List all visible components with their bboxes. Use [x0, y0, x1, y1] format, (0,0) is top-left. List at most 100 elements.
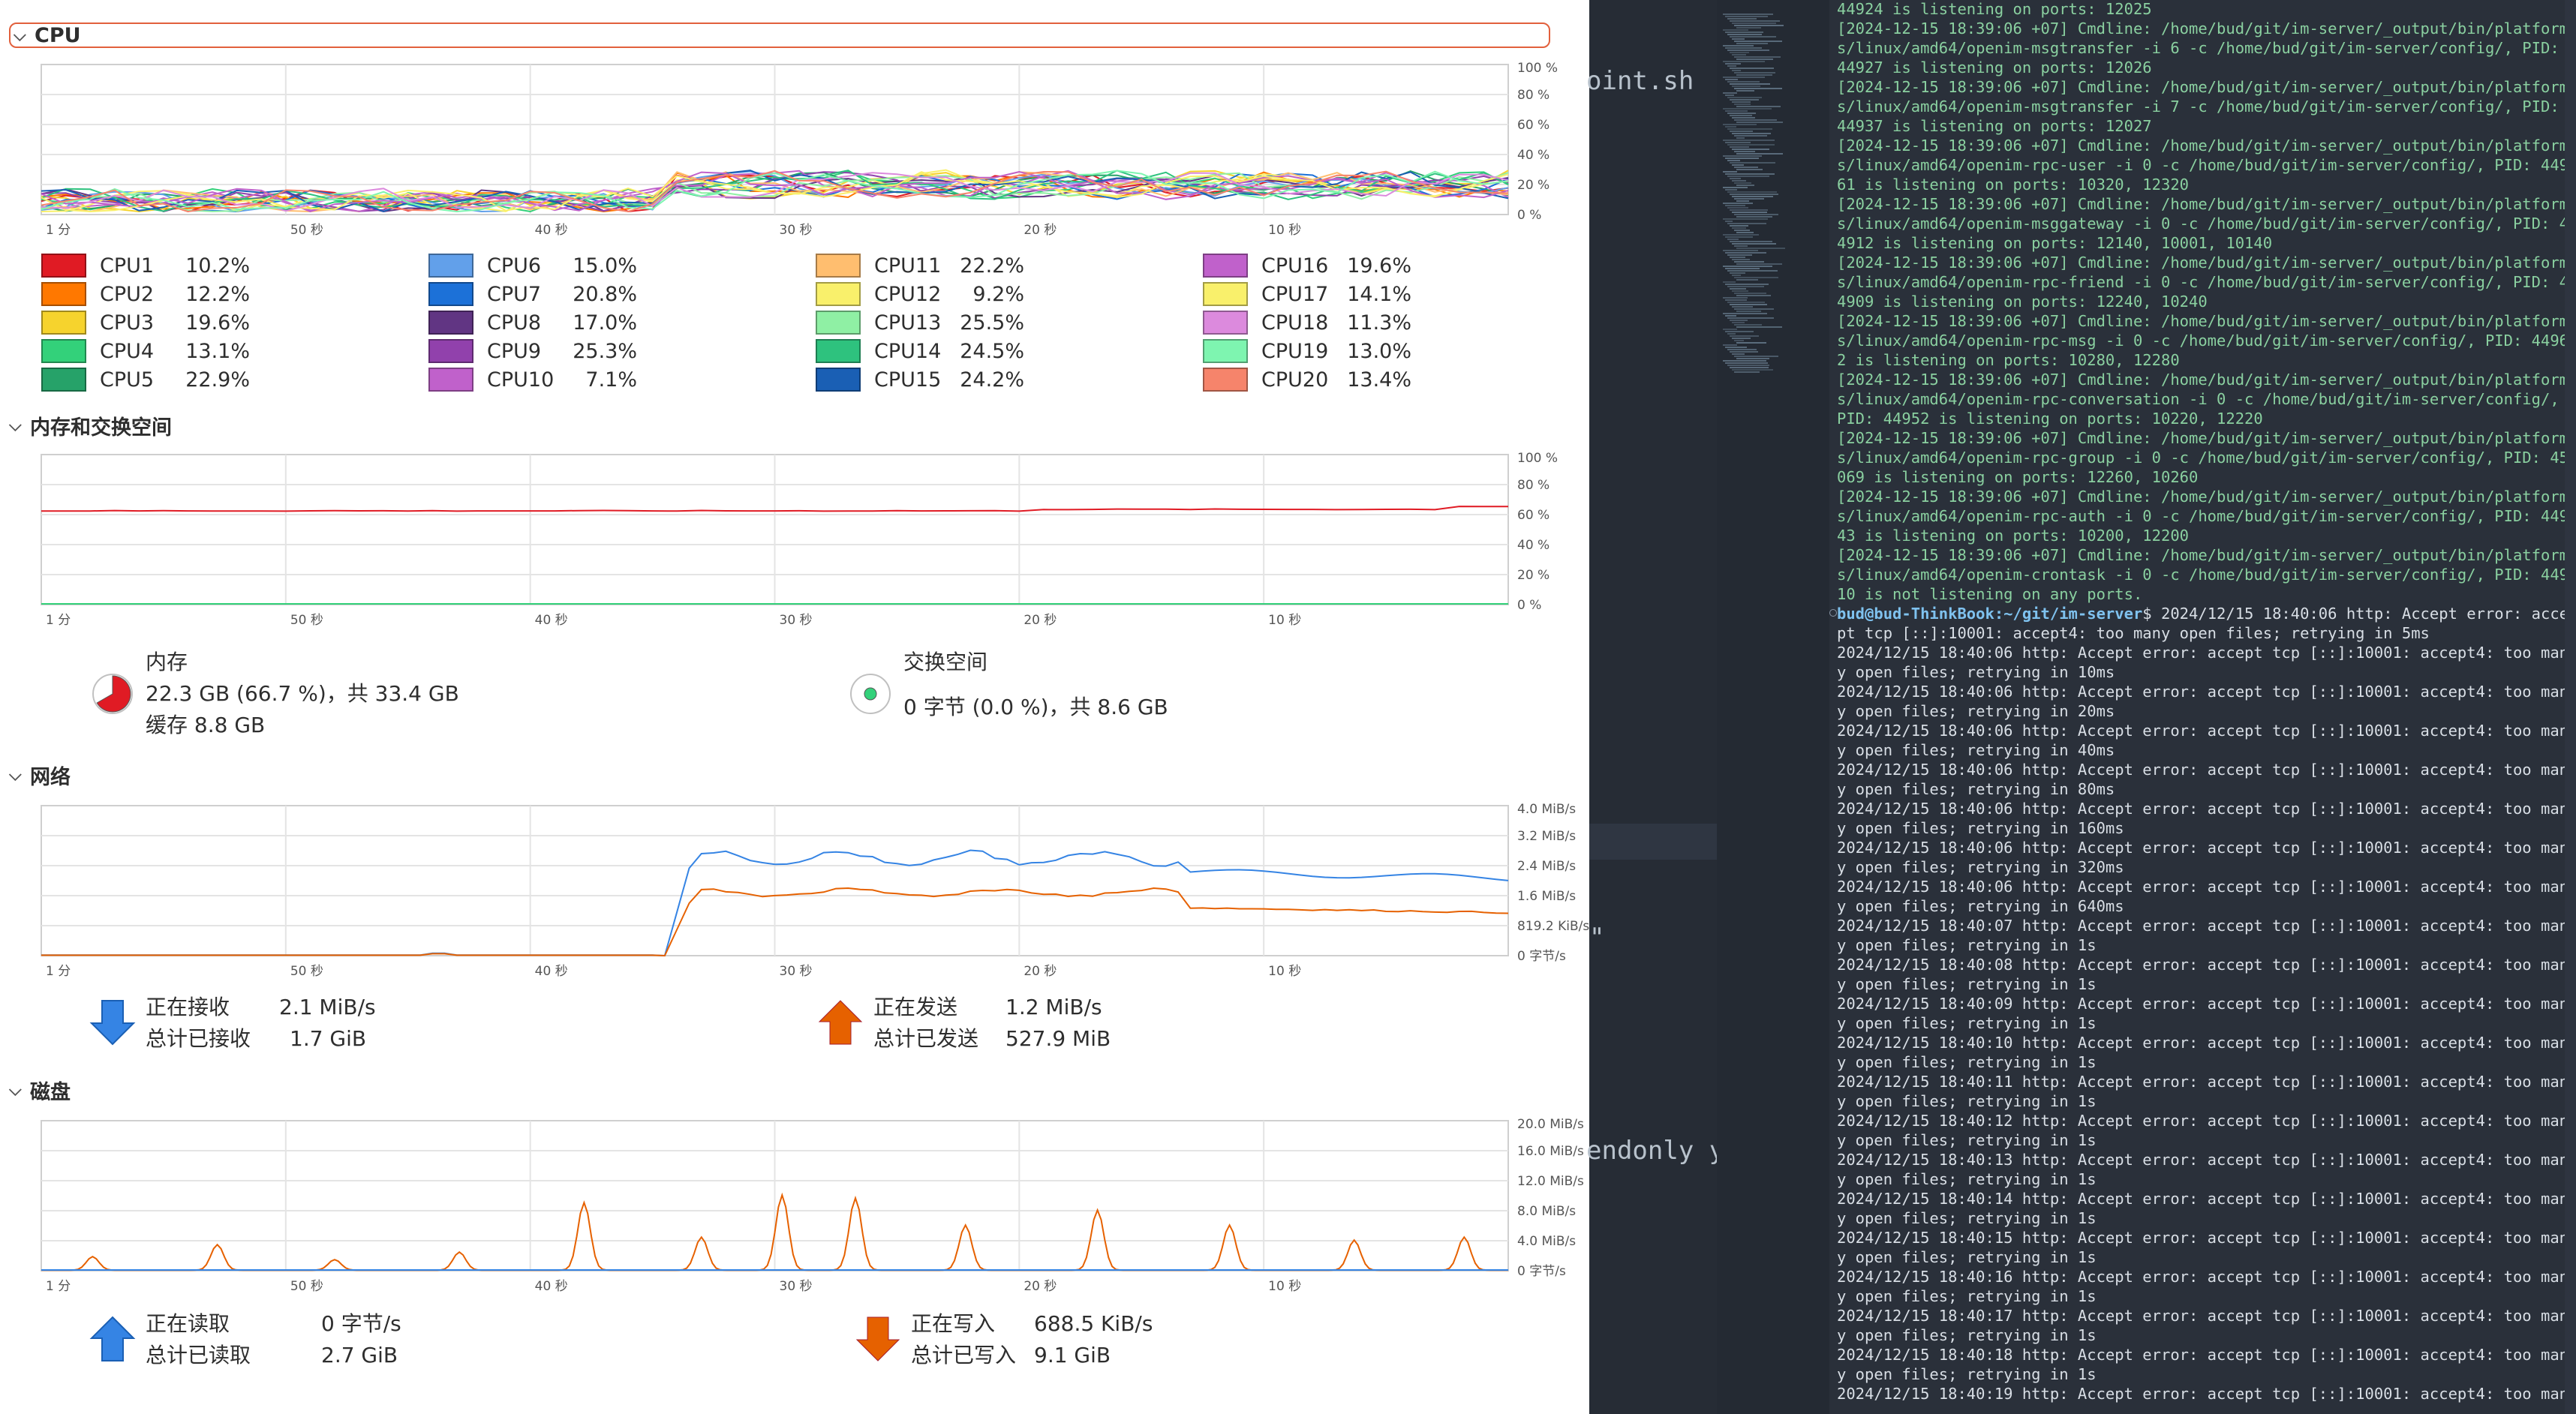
cpu-color-swatch[interactable] — [1203, 254, 1248, 278]
minimap-line — [1732, 275, 1741, 276]
cpu-color-swatch[interactable] — [41, 368, 86, 392]
cpu-usage-value: 13.4% — [1347, 368, 1411, 392]
terminal-line: 10 is not listening on any ports. — [1837, 585, 2143, 603]
swap-pie-icon — [850, 674, 891, 714]
cpu-series-line — [41, 170, 1509, 213]
terminal-scrollbar[interactable] — [2565, 0, 2576, 1414]
cpu-legend-item[interactable]: CPU1 10.2% — [41, 252, 250, 279]
cpu-color-swatch[interactable] — [428, 368, 473, 392]
minimap-line — [1730, 241, 1772, 242]
cpu-color-swatch[interactable] — [428, 254, 473, 278]
cpu-color-swatch[interactable] — [816, 368, 861, 392]
minimap-line — [1730, 36, 1776, 38]
cpu-time-tick-label: 50 秒 — [290, 223, 323, 238]
minimap-line — [1723, 266, 1772, 267]
cpu-time-tick-label: 20 秒 — [1023, 223, 1057, 238]
minimap-line — [1736, 326, 1782, 328]
cpu-legend-item[interactable]: CPU12 9.2% — [816, 281, 1024, 308]
memory-section-header[interactable]: ⌵ 内存和交换空间 — [9, 413, 172, 440]
cpu-legend-item[interactable]: CPU9 25.3% — [428, 338, 637, 365]
cpu-color-swatch[interactable] — [41, 339, 86, 363]
minimap-line — [1734, 340, 1744, 341]
cpu-legend-item[interactable]: CPU20 13.4% — [1203, 366, 1411, 393]
sending-label: 正在发送 — [873, 995, 958, 1019]
cpu-name: CPU12 — [874, 282, 942, 306]
cpu-color-swatch[interactable] — [816, 282, 861, 306]
cpu-color-swatch[interactable] — [816, 254, 861, 278]
minimap-line — [1725, 315, 1736, 317]
network-y-tick-label: 4.0 MiB/s — [1517, 802, 1576, 817]
cpu-series-line — [41, 170, 1509, 213]
disk-y-tick-label: 20.0 MiB/s — [1517, 1117, 1584, 1132]
minimap-line — [1727, 176, 1769, 177]
minimap-line — [1736, 169, 1763, 170]
network-time-tick-label: 20 秒 — [1023, 964, 1057, 979]
disk-section-header[interactable]: ⌵ 磁盘 — [9, 1077, 71, 1104]
cpu-legend-item[interactable]: CPU10 7.1% — [428, 366, 637, 393]
minimap-line — [1723, 124, 1757, 125]
minimap-line — [1736, 74, 1772, 76]
cpu-legend-item[interactable]: CPU11 22.2% — [816, 252, 1024, 279]
cpu-legend-item[interactable]: CPU19 13.0% — [1203, 338, 1411, 365]
cpu-legend-item[interactable]: CPU16 19.6% — [1203, 252, 1411, 279]
terminal-panel[interactable]: 44924 is listening on ports: 12025 [2024-… — [1829, 0, 2576, 1414]
cpu-color-swatch[interactable] — [1203, 368, 1248, 392]
cpu-legend-item[interactable]: CPU15 24.2% — [816, 366, 1024, 393]
minimap-line — [1723, 92, 1737, 94]
cpu-color-swatch[interactable] — [816, 311, 861, 335]
cpu-color-swatch[interactable] — [41, 282, 86, 306]
minimap-line — [1723, 250, 1758, 251]
minimap-line — [1734, 324, 1762, 326]
cpu-legend-item[interactable]: CPU5 22.9% — [41, 366, 250, 393]
terminal-line: y open files; retrying in 1s — [1837, 1131, 2097, 1149]
cpu-name: CPU11 — [874, 254, 942, 278]
cpu-legend-item[interactable]: CPU14 24.5% — [816, 338, 1024, 365]
minimap-line — [1734, 198, 1764, 200]
minimap-line — [1727, 349, 1757, 350]
minimap-line — [1727, 270, 1778, 272]
cpu-legend-item[interactable]: CPU4 13.1% — [41, 338, 250, 365]
editor-minimap[interactable] — [1717, 0, 1829, 1414]
minimap-line — [1727, 160, 1740, 161]
minimap-line — [1730, 335, 1759, 337]
terminal-line: y open files; retrying in 20ms — [1837, 702, 2115, 720]
cpu-legend-item[interactable]: CPU6 15.0% — [428, 252, 637, 279]
total-written-value: 9.1 GiB — [1034, 1343, 1111, 1367]
minimap-line — [1736, 90, 1754, 92]
cpu-color-swatch[interactable] — [1203, 282, 1248, 306]
memory-y-tick-label: 80 % — [1517, 478, 1550, 493]
minimap-line — [1723, 29, 1748, 31]
minimap-line — [1732, 243, 1776, 245]
minimap-line — [1725, 95, 1734, 96]
cpu-color-swatch[interactable] — [428, 282, 473, 306]
editor-area[interactable]: oint.sh endonly y " — [1586, 0, 1724, 1414]
cpu-color-swatch[interactable] — [41, 311, 86, 335]
cpu-legend-item[interactable]: CPU18 11.3% — [1203, 309, 1411, 336]
cpu-name: CPU1 — [100, 254, 155, 278]
cpu-legend-item[interactable]: CPU7 20.8% — [428, 281, 637, 308]
cpu-color-swatch[interactable] — [41, 254, 86, 278]
cpu-legend-item[interactable]: CPU17 14.1% — [1203, 281, 1411, 308]
cpu-usage-value: 24.2% — [960, 368, 1024, 392]
download-arrow-icon — [89, 1000, 136, 1046]
terminal-line: 2024/12/15 18:40:06 http: Accept error: … — [1837, 878, 2569, 896]
network-y-tick-label: 819.2 KiB/s — [1517, 919, 1589, 934]
cpu-legend-item[interactable]: CPU2 12.2% — [41, 281, 250, 308]
terminal-line: 2024/12/15 18:40:15 http: Accept error: … — [1837, 1229, 2569, 1247]
minimap-line — [1727, 18, 1757, 20]
cpu-color-swatch[interactable] — [816, 339, 861, 363]
terminal-line: s/linux/amd64/openim-rpc-friend -i 0 -c … — [1837, 273, 2569, 291]
cpu-color-swatch[interactable] — [428, 311, 473, 335]
cpu-section-header[interactable]: ⌵ CPU — [9, 23, 1550, 48]
minimap-line — [1730, 115, 1752, 116]
cpu-legend-item[interactable]: CPU3 19.6% — [41, 309, 250, 336]
minimap-line — [1730, 20, 1780, 22]
cpu-color-swatch[interactable] — [428, 339, 473, 363]
minimap-line — [1727, 113, 1756, 114]
cpu-color-swatch[interactable] — [1203, 339, 1248, 363]
terminal-line: s/linux/amd64/openim-msgtransfer -i 6 -c… — [1837, 39, 2559, 57]
cpu-color-swatch[interactable] — [1203, 311, 1248, 335]
cpu-legend-item[interactable]: CPU8 17.0% — [428, 309, 637, 336]
network-section-header[interactable]: ⌵ 网络 — [9, 762, 71, 789]
cpu-legend-item[interactable]: CPU13 25.5% — [816, 309, 1024, 336]
